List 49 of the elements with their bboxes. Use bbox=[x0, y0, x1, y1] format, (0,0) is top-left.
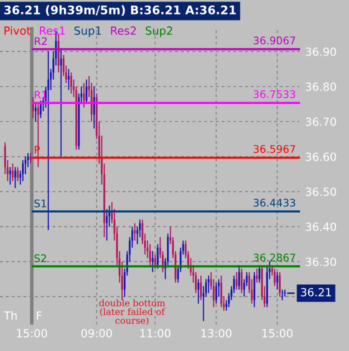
candlestick bbox=[83, 82, 85, 108]
text: 36.21 bbox=[300, 288, 331, 296]
annotation: Res2 bbox=[111, 26, 136, 35]
annotation: Pivot bbox=[4, 26, 30, 35]
annotation: Th bbox=[4, 311, 17, 320]
annotation: 36.5967 bbox=[254, 145, 296, 153]
text: 09:00 bbox=[81, 329, 112, 338]
candlestick bbox=[256, 268, 258, 284]
candlestick bbox=[34, 104, 36, 122]
candlestick bbox=[60, 47, 62, 158]
candlestick bbox=[200, 275, 202, 301]
candlestick bbox=[86, 79, 88, 105]
y-tick-label: 36.90 bbox=[306, 48, 336, 56]
candlestick bbox=[238, 264, 240, 290]
candlestick bbox=[152, 250, 154, 273]
candlestick bbox=[208, 275, 210, 294]
candlestick bbox=[149, 244, 151, 266]
annotation: 36.4433 bbox=[254, 198, 296, 207]
annotation: F bbox=[36, 311, 42, 320]
text: 15:00 bbox=[17, 329, 48, 338]
y-tick-label: 36.50 bbox=[306, 188, 336, 196]
y-tick-label: 36.30 bbox=[306, 258, 336, 266]
candlestick bbox=[258, 264, 260, 284]
ref-line-label: S1 bbox=[34, 199, 46, 208]
candlestick bbox=[93, 86, 95, 130]
ref-line-label: S2 bbox=[34, 254, 46, 262]
text: 13:00 bbox=[201, 329, 232, 338]
chart-title: 36.21 (9h39m/5m) B:36.21 A:36.21 bbox=[4, 5, 236, 16]
annotation: 36.9067 bbox=[254, 36, 296, 44]
candlestick bbox=[236, 272, 238, 290]
candlestick bbox=[58, 33, 60, 74]
y-tick-label: 36.40 bbox=[306, 222, 336, 232]
y-tick-label: 36.70 bbox=[306, 118, 336, 126]
annotation: double bottom (later failed of course) bbox=[99, 299, 166, 326]
annotation: Res1 bbox=[40, 26, 65, 35]
y-tick-label: 36.80 bbox=[306, 82, 336, 91]
text: 15:00 bbox=[262, 329, 293, 338]
y-tick-label: 36.60 bbox=[306, 152, 336, 161]
candlestick bbox=[198, 278, 200, 304]
candlestick bbox=[22, 160, 24, 182]
candlestick bbox=[240, 268, 243, 294]
annotation: Sup2 bbox=[146, 26, 172, 37]
annotation: 36.7533 bbox=[254, 90, 296, 98]
candlestick bbox=[32, 96, 34, 119]
candlestick bbox=[30, 152, 32, 164]
text: 11:00 bbox=[140, 329, 170, 338]
ref-line-label: R2 bbox=[34, 37, 47, 45]
annotation: Sup1 bbox=[74, 26, 101, 37]
annotation: 36.2867 bbox=[254, 254, 296, 262]
